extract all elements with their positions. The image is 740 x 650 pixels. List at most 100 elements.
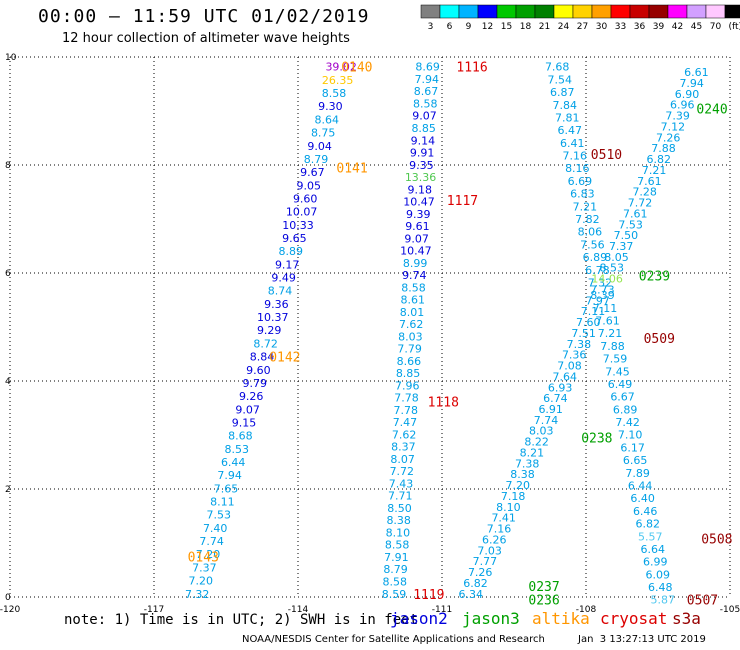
wave-height-label-cryosat: 8.79 (383, 563, 408, 576)
x-tick-label: -117 (144, 605, 164, 615)
wave-height-label-s3a: 6.17 (620, 441, 645, 454)
wave-height-label-s3a: 7.88 (600, 340, 625, 353)
colorbar-swatch (496, 4, 517, 19)
wave-height-label-jason3: 6.34 (459, 588, 484, 601)
x-tick-label: -105 (720, 605, 740, 615)
legend-jason2: jason2 (390, 609, 448, 628)
wave-height-label-jason3: 7.37 (609, 240, 634, 253)
wave-height-label-cryosat: 10.47 (400, 245, 432, 258)
y-tick-label: 4 (5, 377, 11, 387)
wave-height-label-cryosat: 9.91 (410, 147, 435, 160)
wave-height-label-jason3: 7.41 (491, 512, 516, 525)
generated-timestamp: Jan 3 13:27:13 UTC 2019 (578, 634, 706, 645)
wave-height-label-cryosat: 7.62 (392, 428, 417, 441)
wave-height-label-cryosat: 7.96 (395, 379, 420, 392)
wave-height-label-jason3: 7.53 (618, 218, 643, 231)
wave-height-label-altika: 8.11 (210, 496, 235, 509)
wave-height-label-cryosat: 7.78 (394, 392, 419, 405)
colorbar-label: 45 (691, 22, 702, 32)
x-tick-label: -120 (0, 605, 20, 615)
wave-height-label-altika: 8.53 (225, 443, 250, 456)
wave-height-label-cryosat: 7.72 (390, 465, 415, 478)
wave-height-label-jason3: 7.97 (585, 294, 610, 307)
wave-height-label-altika: 9.05 (297, 179, 322, 192)
wave-height-label-altika: 9.60 (246, 364, 271, 377)
wave-height-label-s3a: 7.21 (598, 327, 623, 340)
wave-height-label-jason3: 7.60 (576, 316, 601, 329)
wave-height-label-s3a: 7.68 (545, 61, 570, 74)
wave-height-label-cryosat: 7.71 (388, 490, 413, 503)
wave-height-label-cryosat: 7.78 (393, 404, 418, 417)
colorbar-swatch (686, 4, 707, 19)
legend-cryosat: cryosat (600, 609, 668, 628)
wave-height-label-jason3: 6.61 (684, 66, 709, 79)
wave-height-label-altika: 9.65 (282, 232, 307, 245)
wave-height-label-cryosat: 8.58 (383, 576, 408, 589)
wave-height-label-altika: 8.74 (268, 285, 293, 298)
y-tick-label: 2 (5, 485, 11, 495)
wave-height-label-s3a: 7.32 (588, 276, 613, 289)
pass-time-label-jason3: 0237 (528, 580, 559, 595)
wave-height-label-s3a: 5.87 (651, 594, 676, 607)
wave-height-label-altika: 9.29 (257, 324, 282, 337)
wave-height-label-jason3: 6.74 (543, 392, 568, 405)
wave-height-label-jason3: 7.21 (642, 164, 667, 177)
colorbar-label: 12 (482, 22, 493, 32)
wave-height-label-altika: 10.07 (286, 206, 318, 219)
wave-height-label-cryosat: 8.59 (382, 588, 407, 601)
wave-height-label-jason3: 7.61 (637, 175, 662, 188)
wave-height-label-altika: 8.72 (253, 337, 278, 350)
colorbar-swatch (648, 4, 669, 19)
wave-height-label-jason3: 6.96 (670, 99, 695, 112)
colorbar-swatch (458, 4, 479, 19)
colorbar-label: 30 (596, 22, 608, 32)
wave-height-label-s3a: 6.69 (568, 175, 593, 188)
wave-height-label-s3a: 6.48 (648, 581, 673, 594)
pass-time-label-s3a: 0508 (701, 533, 732, 548)
pass-time-label-cryosat: 1116 (456, 61, 487, 76)
wave-height-label-jason3: 6.82 (647, 153, 672, 166)
colorbar-swatch (629, 4, 650, 19)
wave-height-label-cryosat: 10.47 (403, 196, 435, 209)
wave-height-label-s3a: 7.59 (603, 353, 628, 366)
wave-height-label-s3a: 7.81 (555, 111, 580, 124)
wave-height-label-jason3: 7.94 (679, 77, 704, 90)
wave-height-label-jason3: 7.36 (562, 349, 587, 362)
wave-height-label-s3a: 7.16 (563, 150, 588, 163)
colorbar-swatch (515, 4, 536, 19)
colorbar-label: 9 (466, 22, 472, 32)
colorbar-swatch (667, 4, 688, 19)
wave-height-label-cryosat: 9.07 (412, 110, 437, 123)
colorbar-label: 21 (539, 22, 550, 32)
wave-height-label-jason3: 8.05 (604, 251, 629, 264)
wave-height-label-altika: 8.68 (228, 430, 253, 443)
wave-height-label-altika: 10.37 (257, 311, 289, 324)
wave-height-label-jason3: 7.28 (632, 186, 657, 199)
wave-height-label-altika: 7.65 (214, 482, 239, 495)
wave-height-label-jason3: 8.10 (496, 501, 521, 514)
wave-height-label-jason3: 7.39 (665, 110, 690, 123)
wave-height-label-cryosat: 9.35 (409, 159, 434, 172)
wave-height-label-jason3: 7.50 (614, 229, 639, 242)
wave-height-label-jason3: 6.90 (675, 88, 700, 101)
pass-time-label-altika: 0141 (336, 162, 367, 177)
wave-height-label-s3a: 7.61 (595, 315, 620, 328)
wave-height-label-jason3: 7.74 (534, 414, 559, 427)
wave-height-label-s3a: 7.82 (575, 213, 600, 226)
wave-height-label-altika: 9.30 (318, 100, 343, 113)
wave-height-label-cryosat: 8.37 (391, 441, 416, 454)
wave-height-label-jason3: 6.26 (482, 533, 507, 546)
wave-height-label-jason3: 8.03 (529, 425, 554, 438)
wave-height-label-jason3: 7.73 (590, 283, 615, 296)
y-tick-label: 0 (5, 593, 11, 603)
wave-height-label-cryosat: 8.58 (413, 97, 438, 110)
wave-height-label-altika: 8.58 (322, 87, 347, 100)
wave-height-label-jason3: 7.11 (581, 305, 606, 318)
legend-s3a: s3a (672, 609, 701, 628)
wave-height-label-cryosat: 8.01 (400, 306, 425, 319)
wave-height-label-cryosat: 8.03 (398, 330, 423, 343)
wave-height-label-jason3: 7.72 (628, 197, 653, 210)
wave-height-label-altika: 8.75 (311, 127, 336, 140)
wave-height-label-s3a: 8.39 (590, 289, 615, 302)
